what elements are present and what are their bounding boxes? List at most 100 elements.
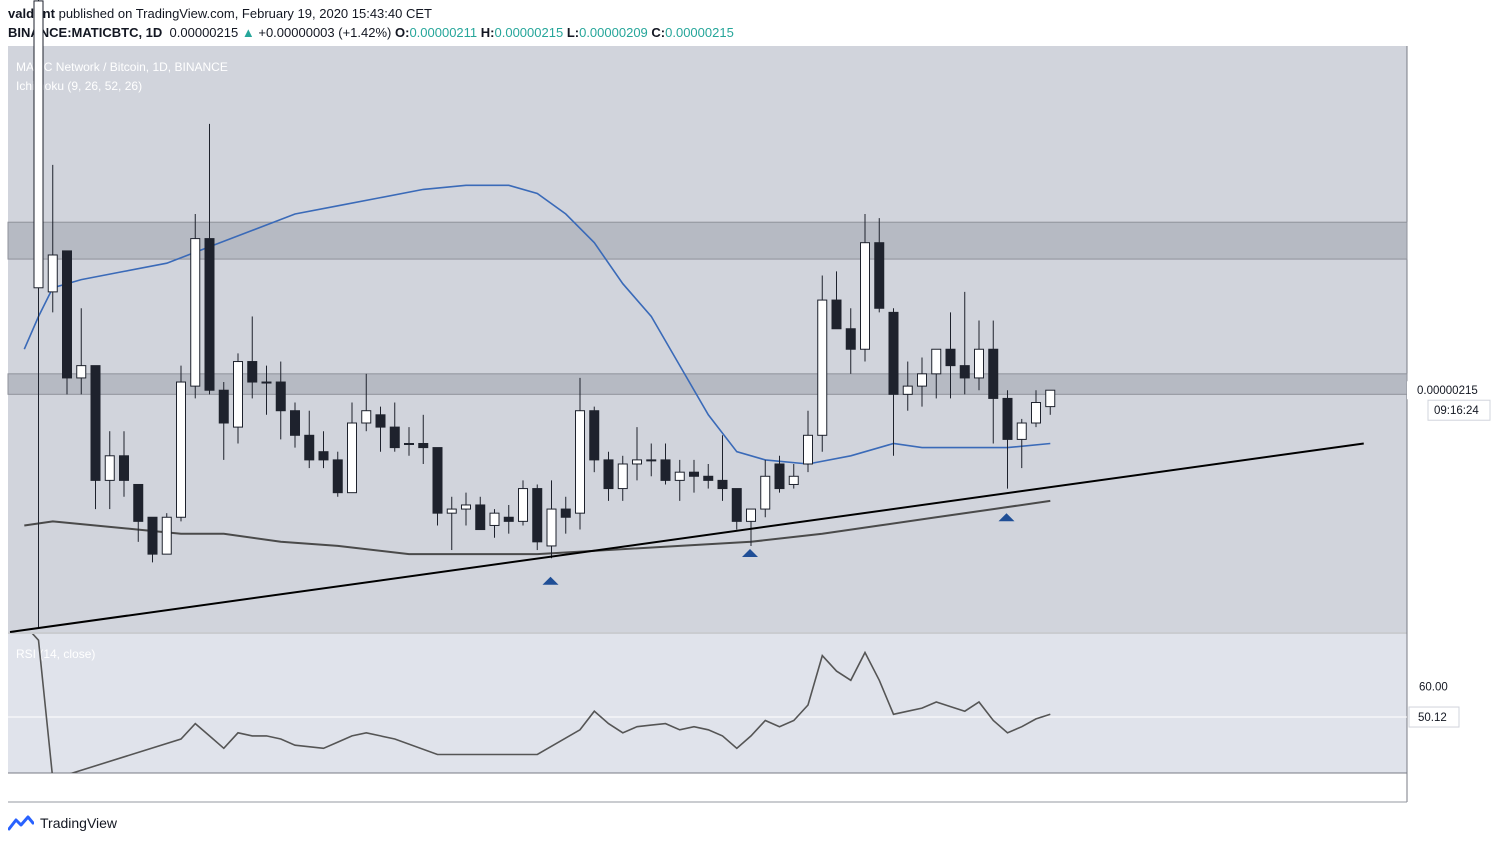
candle-body <box>318 451 329 461</box>
candle <box>176 365 186 522</box>
candle <box>518 480 528 526</box>
candle-body <box>518 488 528 522</box>
candle-body <box>988 348 999 399</box>
candle <box>589 406 600 473</box>
candle <box>461 492 471 526</box>
resistance-zone-2 <box>7 373 1408 395</box>
rsi-pane[interactable] <box>8 634 1407 773</box>
candle <box>831 271 842 330</box>
candle-body <box>147 516 158 555</box>
candle-body <box>133 483 144 522</box>
candle <box>275 361 286 440</box>
candle <box>304 410 315 469</box>
price-tick-label: 0.00000280 <box>1417 119 1478 131</box>
candle <box>147 516 158 563</box>
candle-body <box>974 348 984 379</box>
candle-body <box>546 508 557 547</box>
candle-body <box>247 361 258 383</box>
candle <box>104 431 115 510</box>
candle <box>204 123 215 395</box>
candle-body <box>161 516 172 555</box>
candle-body <box>945 348 956 367</box>
up-arrow-icon: ▲ <box>241 25 255 40</box>
candle-body <box>1045 389 1056 408</box>
candle-body <box>375 414 386 428</box>
candle <box>389 402 400 452</box>
candle-body <box>817 299 828 436</box>
candle <box>62 250 72 395</box>
candle <box>760 459 771 518</box>
time-tick-label: 9 <box>35 783 42 797</box>
close-value: 0.00000215 <box>665 25 734 40</box>
candle-body <box>389 426 400 449</box>
price-change: +0.00000003 (+1.42%) <box>258 25 392 40</box>
candle-body <box>119 455 129 481</box>
price-tick-label: 0.00000220 <box>1417 365 1478 377</box>
candle-body <box>76 365 87 379</box>
candle-body <box>760 475 771 510</box>
candle-body <box>888 311 899 395</box>
candle-body <box>290 410 300 436</box>
last-price-box <box>1407 381 1498 400</box>
candle-body <box>47 254 58 293</box>
time-tick-label: 16 <box>132 783 146 797</box>
candle <box>361 373 372 432</box>
price-tick-label: 0.00000260 <box>1417 201 1478 213</box>
candle-body <box>575 410 585 514</box>
candle <box>375 406 386 452</box>
candle <box>1002 390 1013 489</box>
candle-body <box>731 488 742 522</box>
candle-body <box>176 381 186 518</box>
candle <box>902 361 913 411</box>
candle <box>218 382 229 460</box>
price-tick-label: 0.00000250 <box>1417 242 1478 254</box>
triangle-up-marker <box>998 513 1015 522</box>
candle <box>347 402 357 494</box>
candle <box>632 427 642 481</box>
candle <box>503 504 514 534</box>
brand-name[interactable]: TradingView <box>40 815 118 831</box>
candle-body <box>332 459 343 494</box>
candle <box>988 320 999 444</box>
rsi-tick-label: 60.00 <box>1419 682 1448 694</box>
time-tick-label: 17 <box>1029 783 1043 797</box>
time-tick-label: 10 <box>930 783 944 797</box>
tradingview-logo-icon[interactable] <box>8 814 34 832</box>
candle <box>845 308 856 374</box>
candle-body <box>104 455 115 481</box>
candle-body <box>90 365 101 481</box>
candle <box>233 353 243 444</box>
candle <box>290 402 300 448</box>
price-tick-label: 0.00000200 <box>1417 447 1478 459</box>
time-tick-label: 2020 <box>353 783 380 797</box>
candle-body <box>874 242 885 309</box>
candle <box>404 427 414 456</box>
candle-body <box>475 504 486 531</box>
symbol-label: BINANCE:MATICBTC, 1D <box>8 25 163 40</box>
ichimoku-base-line <box>23 184 1051 465</box>
low-value: 0.00000209 <box>579 25 648 40</box>
candle <box>1016 418 1027 469</box>
price-tick-label: 0.00000270 <box>1417 160 1478 172</box>
candle <box>47 164 58 313</box>
countdown-box <box>1427 399 1491 421</box>
candle <box>119 431 129 497</box>
candle-body <box>218 389 229 424</box>
candle-body <box>788 475 799 485</box>
resistance-zone-1 <box>7 221 1408 260</box>
candle <box>746 508 756 546</box>
time-tick-label: 9 <box>1332 783 1339 797</box>
candle-body <box>632 459 642 465</box>
low-label: L: <box>566 25 580 40</box>
price-tick-label: 0.00000160 <box>1417 611 1478 623</box>
candle <box>803 410 813 473</box>
candle <box>133 483 144 542</box>
candle <box>974 320 984 391</box>
candle-body <box>831 299 842 330</box>
candle <box>532 484 543 551</box>
candle-body <box>560 508 571 518</box>
candle-body <box>304 434 315 461</box>
candle-body <box>931 348 942 375</box>
ascending-trendline <box>9 442 1364 633</box>
price-chart[interactable]: MATIC Network / Bitcoin, 1D, BINANCE Ich… <box>0 0 1503 806</box>
